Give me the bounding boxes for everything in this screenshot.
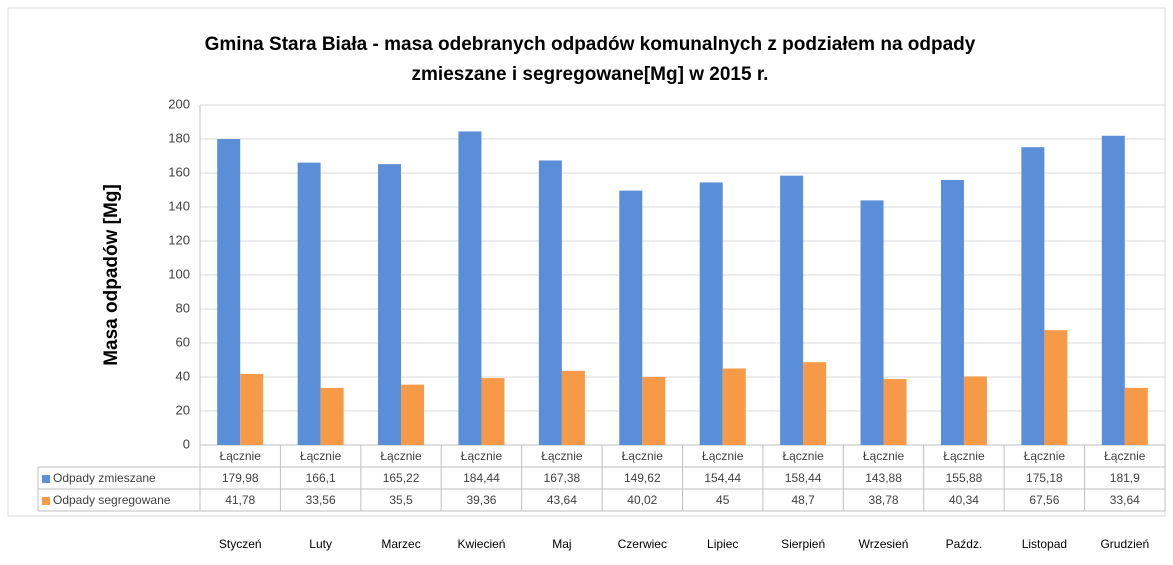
bar	[217, 139, 241, 445]
y-tick-label: 120	[168, 232, 190, 247]
data-table-value: 181,9	[1110, 471, 1140, 485]
bar	[481, 378, 505, 445]
bar	[320, 387, 344, 445]
legend-swatch	[42, 475, 50, 483]
data-table-value: 40,34	[949, 493, 979, 507]
bar	[1124, 387, 1148, 445]
bar	[1021, 147, 1045, 445]
data-table-value: 43,64	[547, 493, 577, 507]
bar	[458, 131, 482, 445]
bar	[240, 373, 264, 445]
data-table-value: 40,02	[627, 493, 657, 507]
month-label: Marzec	[381, 537, 420, 551]
bar	[780, 175, 804, 446]
month-label: Styczeń	[219, 537, 262, 551]
bar	[963, 376, 987, 445]
y-tick-label: 80	[176, 300, 190, 315]
x-tick-label: Łącznie	[782, 449, 824, 463]
data-table-value: 41,78	[225, 493, 255, 507]
data-table-value: 38,78	[869, 493, 899, 507]
x-tick-label: Łącznie	[300, 449, 342, 463]
bar	[1044, 330, 1068, 445]
legend-label: Odpady segregowane	[53, 493, 171, 507]
y-tick-label: 40	[176, 368, 190, 383]
month-label: Luty	[309, 537, 332, 551]
y-tick-label: 20	[176, 402, 190, 417]
data-table-value: 149,62	[624, 471, 661, 485]
data-table-value: 35,5	[389, 493, 413, 507]
y-tick-label: 160	[168, 164, 190, 179]
month-label: Maj	[552, 537, 571, 551]
bar	[722, 368, 746, 445]
month-label: Listopad	[1022, 537, 1067, 551]
data-table-value: 48,7	[791, 493, 815, 507]
month-label: Czerwiec	[618, 537, 667, 551]
data-table-value: 184,44	[463, 471, 500, 485]
bar	[561, 370, 585, 445]
bar	[803, 362, 827, 445]
legend-swatch	[42, 497, 50, 505]
y-tick-label: 0	[183, 436, 190, 451]
bar	[378, 164, 402, 445]
month-label: Grudzień	[1100, 537, 1149, 551]
data-table-value: 167,38	[544, 471, 581, 485]
y-axis-label: Masa odpadów [Mg]	[101, 184, 122, 366]
chart-title: Gmina Stara Biała - masa odebranych odpa…	[205, 34, 976, 55]
bar	[538, 160, 562, 446]
bar	[1101, 135, 1125, 445]
data-table-value: 166,1	[306, 471, 336, 485]
y-tick-label: 140	[168, 198, 190, 213]
data-table-value: 154,44	[704, 471, 741, 485]
month-label: Sierpień	[781, 537, 825, 551]
legend-label: Odpady zmieszane	[53, 471, 156, 485]
x-tick-label: Łącznie	[622, 449, 664, 463]
month-label: Paźdz.	[946, 537, 983, 551]
y-tick-label: 60	[176, 334, 190, 349]
x-tick-label: Łącznie	[380, 449, 422, 463]
chart-title: zmieszane i segregowane[Mg] w 2015 r.	[412, 64, 769, 85]
data-table-value: 39,36	[466, 493, 496, 507]
bar	[642, 376, 666, 445]
x-tick-label: Łącznie	[863, 449, 905, 463]
x-tick-label: Łącznie	[702, 449, 744, 463]
x-tick-label: Łącznie	[1104, 449, 1146, 463]
bar	[619, 190, 643, 445]
x-tick-label: Łącznie	[1024, 449, 1066, 463]
data-table-value: 45	[716, 493, 730, 507]
bar	[940, 180, 964, 445]
bar	[699, 182, 723, 445]
data-table-value: 158,44	[785, 471, 822, 485]
y-tick-label: 200	[168, 96, 190, 111]
data-table-value: 33,64	[1110, 493, 1140, 507]
data-table-value: 175,18	[1026, 471, 1063, 485]
month-label: Lipiec	[707, 537, 738, 551]
x-tick-label: Łącznie	[541, 449, 583, 463]
x-tick-label: Łącznie	[461, 449, 503, 463]
bar	[883, 379, 907, 445]
bar	[401, 384, 425, 445]
month-label: Wrzesień	[859, 537, 909, 551]
data-table-value: 179,98	[222, 471, 259, 485]
data-table-value: 165,22	[383, 471, 420, 485]
bar	[297, 162, 321, 445]
data-table-value: 33,56	[306, 493, 336, 507]
bar	[860, 200, 884, 445]
y-tick-label: 100	[168, 266, 190, 281]
x-tick-label: Łącznie	[943, 449, 985, 463]
x-tick-label: Łącznie	[220, 449, 262, 463]
data-table-value: 67,56	[1029, 493, 1059, 507]
y-tick-label: 180	[168, 130, 190, 145]
data-table-value: 143,88	[865, 471, 902, 485]
data-table-value: 155,88	[946, 471, 983, 485]
month-label: Kwiecień	[457, 537, 505, 551]
